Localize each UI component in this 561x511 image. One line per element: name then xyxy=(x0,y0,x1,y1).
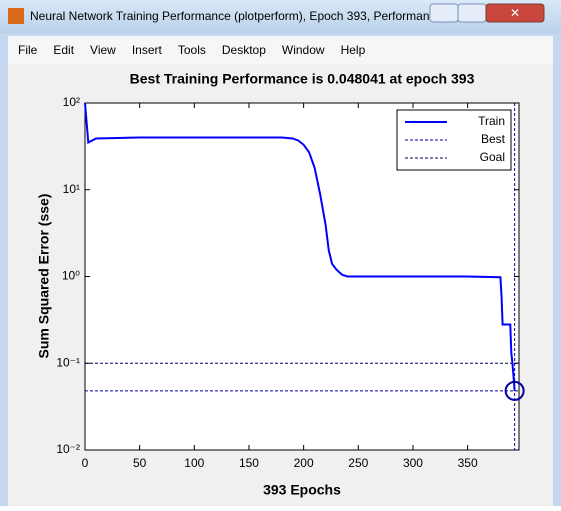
x-tick-label: 100 xyxy=(184,456,204,470)
menu-bar xyxy=(8,36,553,64)
x-tick-label: 300 xyxy=(403,456,423,470)
window-title: Neural Network Training Performance (plo… xyxy=(30,9,462,23)
menu-item[interactable]: File xyxy=(18,43,38,57)
best-marker xyxy=(504,380,525,401)
y-label: Sum Squared Error (sse) xyxy=(36,194,52,359)
legend-label: Goal xyxy=(480,150,505,164)
menu-item[interactable]: Edit xyxy=(53,43,74,57)
minimize-button[interactable] xyxy=(429,3,459,23)
menu-item[interactable]: Tools xyxy=(178,43,206,57)
y-tick-label: 10¹ xyxy=(63,182,80,196)
y-tick-label: 10⁰ xyxy=(62,269,80,283)
chart-title: Best Training Performance is 0.048041 at… xyxy=(130,71,475,87)
train-line xyxy=(84,102,516,391)
x-label: 393 Epochs xyxy=(263,482,341,498)
menu-item[interactable]: Insert xyxy=(132,43,163,57)
x-tick-label: 50 xyxy=(133,456,147,470)
app-icon xyxy=(8,8,24,24)
menu-item[interactable]: Window xyxy=(282,43,325,57)
close-icon: ✕ xyxy=(510,6,520,20)
x-tick-label: 200 xyxy=(294,456,314,470)
y-tick-label: 10² xyxy=(63,95,80,109)
menu-item[interactable]: Help xyxy=(341,43,366,57)
x-tick-label: 0 xyxy=(82,456,89,470)
close-button[interactable] xyxy=(485,3,545,23)
y-tick-label: 10⁻¹ xyxy=(56,355,80,369)
x-tick-label: 350 xyxy=(458,456,478,470)
menu-item[interactable]: Desktop xyxy=(222,43,266,57)
y-tick-label: 10⁻² xyxy=(56,442,80,456)
maximize-button[interactable] xyxy=(457,3,487,23)
x-tick-label: 250 xyxy=(348,456,368,470)
legend-label: Train xyxy=(478,114,505,128)
x-tick-label: 150 xyxy=(239,456,259,470)
legend-label: Best xyxy=(481,132,506,146)
menu-item[interactable]: View xyxy=(90,43,116,57)
